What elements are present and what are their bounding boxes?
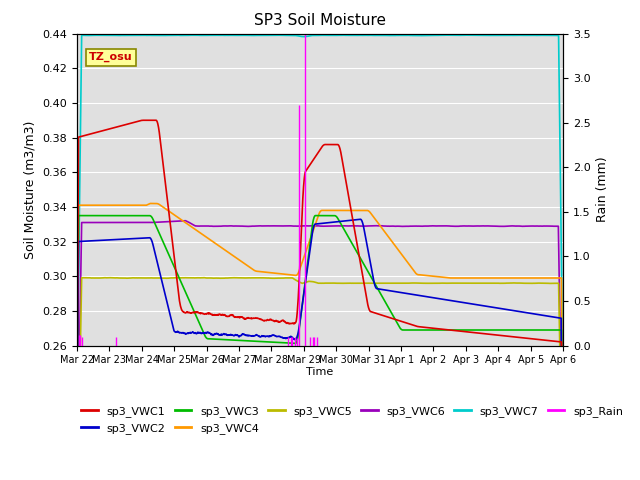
- Y-axis label: Rain (mm): Rain (mm): [596, 157, 609, 222]
- Y-axis label: Soil Moisture (m3/m3): Soil Moisture (m3/m3): [24, 120, 36, 259]
- X-axis label: Time: Time: [307, 367, 333, 377]
- Text: TZ_osu: TZ_osu: [89, 52, 132, 62]
- Title: SP3 Soil Moisture: SP3 Soil Moisture: [254, 13, 386, 28]
- Legend: sp3_VWC1, sp3_VWC2, sp3_VWC3, sp3_VWC4, sp3_VWC5, sp3_VWC6, sp3_VWC7, sp3_Rain: sp3_VWC1, sp3_VWC2, sp3_VWC3, sp3_VWC4, …: [77, 402, 628, 438]
